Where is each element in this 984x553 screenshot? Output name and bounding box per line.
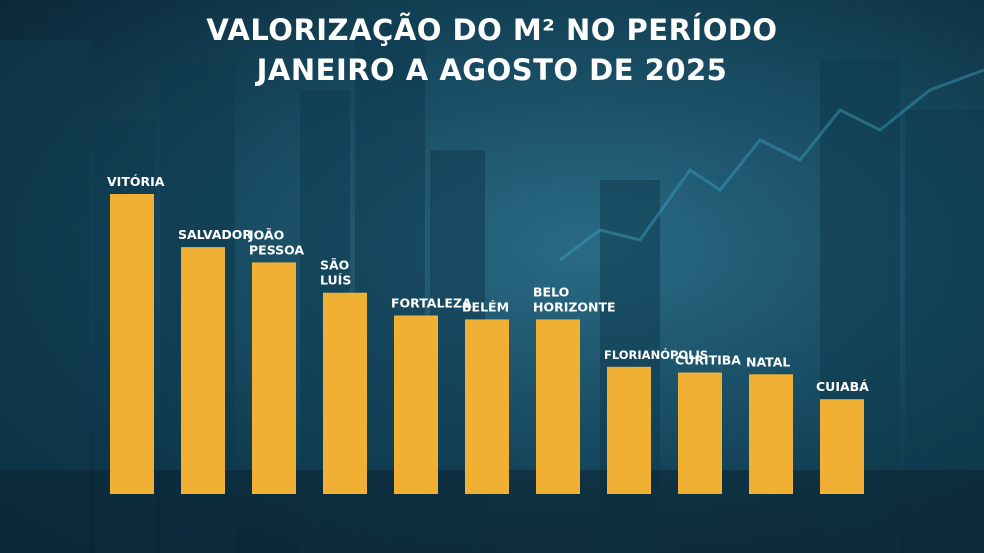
- bar-10: [820, 399, 864, 494]
- bar-4: [394, 315, 438, 494]
- title-line-2: JANEIRO A AGOSTO DE 2025: [256, 53, 728, 87]
- bar-label-6: BELO HORIZONTE: [533, 284, 616, 314]
- bar-6: [536, 319, 580, 494]
- bar-2: [252, 262, 296, 494]
- bar-8: [678, 372, 722, 494]
- bar-1: [181, 247, 225, 494]
- bar-label-4: FORTALEZA: [391, 296, 472, 311]
- bar-label-2: JOÃO PESSOA: [248, 227, 304, 257]
- trend-line-decoration: [559, 68, 984, 262]
- bar-0: [110, 194, 154, 494]
- bar-7: [607, 366, 651, 494]
- bar-label-10: CUIABÁ: [816, 379, 869, 394]
- bar-label-0: VITÓRIA: [107, 174, 165, 189]
- bar-3: [323, 292, 367, 494]
- bar-label-5: BELÉM: [462, 299, 509, 314]
- bar-label-9: NATAL: [746, 354, 790, 369]
- title-line-1: VALORIZAÇÃO DO M² NO PERÍODO: [206, 13, 778, 47]
- bar-9: [749, 374, 793, 494]
- bar-label-7: FLORIANÓPOLIS: [604, 347, 708, 362]
- bar-label-1: SALVADOR: [178, 227, 252, 242]
- bar-label-8: CURITIBA: [675, 353, 741, 368]
- bar-label-3: SÃO LUÍS: [320, 258, 351, 288]
- chart-title: VALORIZAÇÃO DO M² NO PERÍODO JANEIRO A A…: [0, 10, 984, 90]
- bar-5: [465, 319, 509, 494]
